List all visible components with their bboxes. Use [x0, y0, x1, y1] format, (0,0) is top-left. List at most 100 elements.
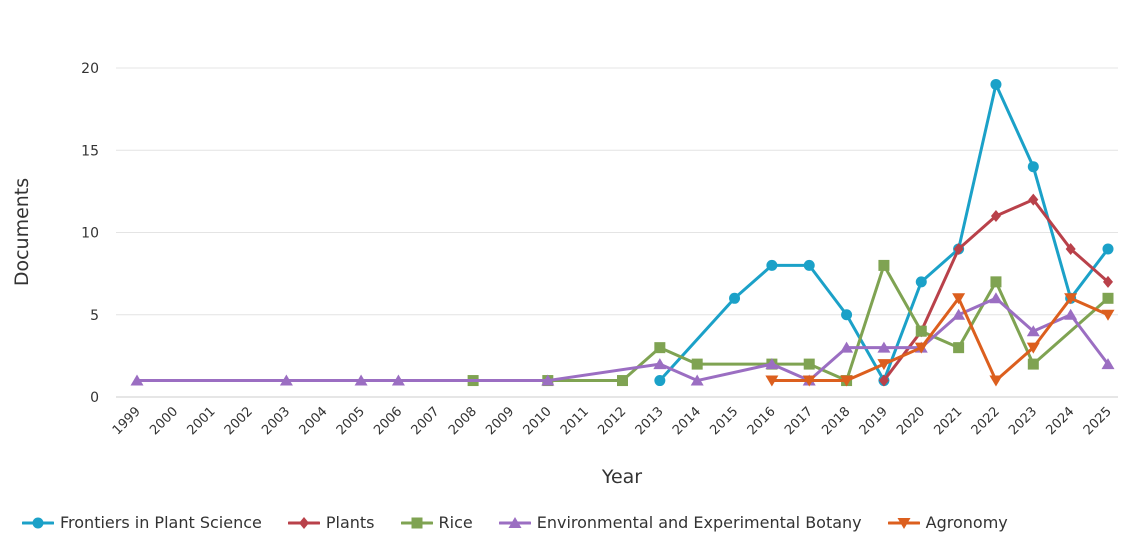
- data-point: [130, 374, 144, 386]
- data-point: [765, 375, 779, 387]
- y-axis-ticks: 0 5 10 15 20: [81, 61, 99, 406]
- data-point: [691, 358, 703, 370]
- series-line: [770, 296, 1110, 383]
- legend-marker: [897, 517, 911, 529]
- legend-item[interactable]: Environmental and Experimental Botany: [498, 513, 862, 532]
- data-point: [840, 341, 854, 353]
- x-tick-label: 2016: [745, 404, 779, 438]
- data-point: [765, 358, 779, 370]
- x-tick-label: 2001: [185, 404, 219, 438]
- data-point: [952, 293, 966, 305]
- legend-marker: [508, 516, 522, 528]
- data-point: [1102, 292, 1114, 304]
- data-point: [1026, 325, 1040, 337]
- x-tick-label: 2012: [595, 404, 629, 438]
- x-tick-label: 2004: [297, 404, 331, 438]
- x-tick-label: 2011: [558, 404, 592, 438]
- x-axis-ticks: 1999 2000 2001 2002 2003 2004 2005 2006 2007 2008…: [110, 404, 1115, 438]
- data-point: [1101, 309, 1115, 321]
- x-tick-label: 2000: [147, 404, 181, 438]
- legend-label: Frontiers in Plant Science: [60, 513, 262, 532]
- data-point: [803, 259, 815, 271]
- data-point: [989, 375, 1003, 387]
- series-2: [467, 259, 1114, 387]
- data-point: [841, 309, 853, 321]
- data-point: [915, 276, 927, 288]
- x-tick-label: 2007: [409, 404, 443, 438]
- y-tick-label: 20: [81, 61, 99, 77]
- data-point: [1028, 193, 1039, 206]
- legend: Frontiers in Plant Science Plants Rice Envi…: [22, 513, 1008, 532]
- data-point: [989, 292, 1003, 304]
- data-point: [391, 374, 405, 386]
- x-tick-label: 1999: [110, 404, 144, 438]
- x-tick-label: 2015: [707, 404, 741, 438]
- x-tick-label: 2020: [894, 404, 928, 438]
- data-point: [654, 342, 666, 354]
- data-point: [1102, 243, 1114, 255]
- legend-label: Agronomy: [925, 513, 1008, 532]
- data-point: [803, 358, 815, 370]
- x-tick-label: 2022: [969, 404, 1003, 438]
- legend-marker: [411, 517, 423, 528]
- gridlines: [116, 67, 1118, 398]
- series-line: [658, 82, 1110, 383]
- data-point: [279, 374, 293, 386]
- data-point: [952, 308, 966, 320]
- data-point: [878, 259, 890, 271]
- data-point: [1027, 161, 1039, 173]
- x-tick-label: 2014: [670, 404, 704, 438]
- data-point: [1065, 242, 1076, 255]
- data-point: [690, 374, 704, 386]
- data-point: [877, 341, 891, 353]
- data-point: [1064, 308, 1078, 320]
- x-tick-label: 2002: [222, 404, 256, 438]
- legend-item[interactable]: Agronomy: [887, 513, 1008, 532]
- y-tick-label: 5: [90, 308, 99, 324]
- data-point: [654, 375, 666, 387]
- data-point: [915, 325, 927, 337]
- legend-marker-icon: [22, 517, 54, 528]
- data-point: [990, 78, 1002, 90]
- data-point: [617, 375, 628, 387]
- x-tick-label: 2003: [259, 404, 293, 438]
- data-point: [653, 358, 667, 370]
- data-point: [1064, 293, 1078, 305]
- data-point: [802, 375, 816, 387]
- series-3: [130, 292, 1115, 386]
- x-tick-label: 2017: [782, 404, 816, 438]
- series-line: [471, 263, 1110, 383]
- y-axis-label: Documents: [11, 178, 33, 286]
- data-point: [878, 374, 889, 387]
- legend-label: Rice: [438, 513, 473, 532]
- series-group: [130, 78, 1115, 387]
- x-tick-label: 2019: [857, 404, 891, 438]
- legend-marker: [32, 517, 44, 528]
- legend-item[interactable]: Rice: [400, 513, 473, 532]
- x-tick-label: 2021: [931, 404, 965, 438]
- x-tick-label: 2008: [446, 404, 480, 438]
- data-point: [354, 374, 368, 386]
- x-tick-label: 2006: [371, 404, 405, 438]
- x-axis-label: Year: [601, 466, 642, 488]
- legend-marker-icon: [498, 516, 531, 528]
- legend-marker-icon: [400, 517, 433, 528]
- data-point: [1101, 358, 1115, 370]
- legend-marker: [298, 516, 309, 529]
- series-4: [765, 293, 1115, 387]
- legend-label: Environmental and Experimental Botany: [536, 513, 862, 532]
- data-point: [877, 359, 891, 371]
- x-tick-label: 2005: [334, 404, 368, 438]
- legend-marker-icon: [287, 516, 320, 529]
- y-tick-label: 0: [90, 390, 99, 406]
- data-point: [990, 276, 1002, 288]
- legend-item[interactable]: Frontiers in Plant Science: [22, 513, 262, 532]
- data-point: [990, 210, 1001, 223]
- y-tick-label: 15: [81, 143, 99, 159]
- x-tick-label: 2013: [633, 404, 667, 438]
- legend-item[interactable]: Plants: [287, 513, 375, 532]
- legend-label: Plants: [325, 513, 375, 532]
- x-tick-label: 2025: [1081, 404, 1115, 438]
